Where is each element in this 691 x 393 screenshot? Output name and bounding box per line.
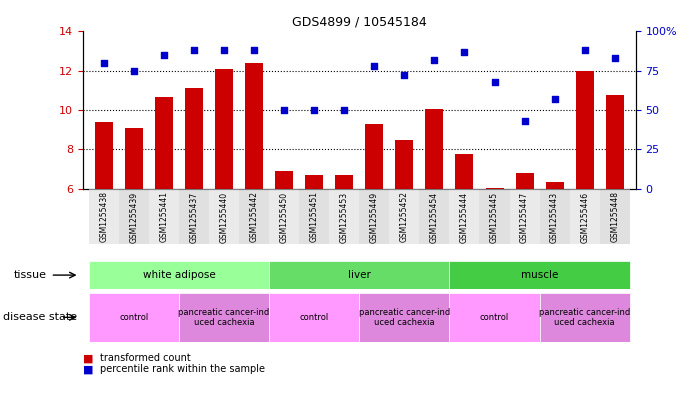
Bar <box>209 189 239 244</box>
Bar <box>305 175 323 189</box>
FancyBboxPatch shape <box>269 261 449 289</box>
Point <box>98 60 109 66</box>
Text: GSM1255454: GSM1255454 <box>430 191 439 242</box>
Text: GSM1255439: GSM1255439 <box>129 191 138 242</box>
Point <box>129 68 140 74</box>
Text: percentile rank within the sample: percentile rank within the sample <box>100 364 265 375</box>
Point <box>429 57 440 63</box>
FancyBboxPatch shape <box>449 261 630 289</box>
FancyBboxPatch shape <box>449 293 540 342</box>
Text: GSM1255437: GSM1255437 <box>189 191 198 242</box>
Text: control: control <box>480 313 509 322</box>
FancyBboxPatch shape <box>179 293 269 342</box>
Text: GSM1255443: GSM1255443 <box>550 191 559 242</box>
Point <box>249 47 260 53</box>
Bar <box>509 189 540 244</box>
Bar <box>119 189 149 244</box>
Bar <box>569 189 600 244</box>
Text: pancreatic cancer-ind
uced cachexia: pancreatic cancer-ind uced cachexia <box>359 308 450 327</box>
Bar <box>275 171 293 189</box>
Bar <box>600 189 630 244</box>
Text: GSM1255444: GSM1255444 <box>460 191 469 242</box>
Bar <box>179 189 209 244</box>
Bar <box>546 182 564 189</box>
FancyBboxPatch shape <box>359 293 449 342</box>
Text: GSM1255450: GSM1255450 <box>280 191 289 242</box>
Text: pancreatic cancer-ind
uced cachexia: pancreatic cancer-ind uced cachexia <box>178 308 269 327</box>
FancyBboxPatch shape <box>89 293 179 342</box>
Bar <box>389 189 419 244</box>
FancyBboxPatch shape <box>540 293 630 342</box>
Point <box>189 47 200 53</box>
FancyBboxPatch shape <box>269 293 359 342</box>
Text: GSM1255446: GSM1255446 <box>580 191 589 242</box>
Point <box>218 47 229 53</box>
Point <box>549 96 560 102</box>
Point <box>369 63 380 69</box>
FancyBboxPatch shape <box>89 261 269 289</box>
Point <box>278 107 290 113</box>
Bar <box>359 189 389 244</box>
Bar <box>215 69 233 189</box>
Bar <box>395 140 413 189</box>
Point <box>489 79 500 85</box>
Text: transformed count: transformed count <box>100 353 191 364</box>
Text: GSM1255441: GSM1255441 <box>160 191 169 242</box>
Bar <box>149 189 179 244</box>
Text: control: control <box>120 313 149 322</box>
Text: control: control <box>300 313 329 322</box>
Text: GSM1255438: GSM1255438 <box>100 191 108 242</box>
Text: GSM1255448: GSM1255448 <box>610 191 619 242</box>
Bar <box>540 189 569 244</box>
Text: muscle: muscle <box>521 270 558 280</box>
Bar <box>125 128 143 189</box>
Text: GSM1255451: GSM1255451 <box>310 191 319 242</box>
Text: GSM1255452: GSM1255452 <box>400 191 409 242</box>
Point <box>579 47 590 53</box>
Text: GSM1255442: GSM1255442 <box>249 191 258 242</box>
Text: GSM1255447: GSM1255447 <box>520 191 529 242</box>
Bar <box>366 124 384 189</box>
Point <box>158 52 169 58</box>
Text: disease state: disease state <box>3 312 77 322</box>
Title: GDS4899 / 10545184: GDS4899 / 10545184 <box>292 16 427 29</box>
Bar <box>426 109 444 189</box>
Bar <box>480 189 509 244</box>
Text: liver: liver <box>348 270 371 280</box>
Text: white adipose: white adipose <box>142 270 216 280</box>
Point <box>609 55 621 61</box>
Bar <box>245 63 263 189</box>
Point <box>339 107 350 113</box>
Bar <box>185 88 203 189</box>
Point <box>399 72 410 79</box>
Bar <box>239 189 269 244</box>
Text: GSM1255449: GSM1255449 <box>370 191 379 242</box>
Text: GSM1255445: GSM1255445 <box>490 191 499 242</box>
Bar <box>449 189 480 244</box>
Text: GSM1255440: GSM1255440 <box>220 191 229 242</box>
Text: pancreatic cancer-ind
uced cachexia: pancreatic cancer-ind uced cachexia <box>539 308 630 327</box>
Bar <box>299 189 330 244</box>
Point <box>519 118 530 124</box>
Bar <box>335 175 353 189</box>
Bar <box>269 189 299 244</box>
Text: tissue: tissue <box>14 270 47 280</box>
Point <box>309 107 320 113</box>
Text: ■: ■ <box>83 353 93 364</box>
Bar <box>155 97 173 189</box>
Bar <box>89 189 119 244</box>
Bar <box>95 122 113 189</box>
Text: ■: ■ <box>83 364 93 375</box>
Bar <box>486 187 504 189</box>
Text: GSM1255453: GSM1255453 <box>340 191 349 242</box>
Bar <box>455 154 473 189</box>
Point <box>459 49 470 55</box>
Bar <box>576 71 594 189</box>
Bar <box>419 189 449 244</box>
Bar <box>515 173 533 189</box>
Bar <box>330 189 359 244</box>
Bar <box>606 95 624 189</box>
